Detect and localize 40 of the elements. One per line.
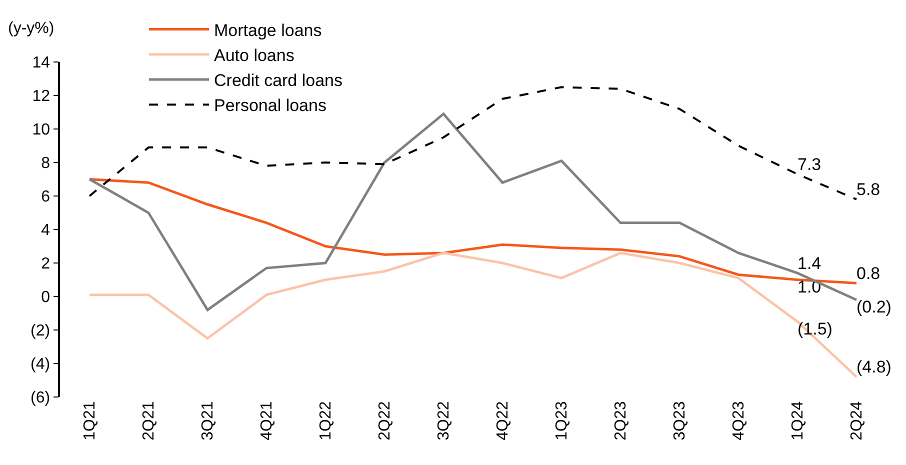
legend-label: Auto loans [214, 46, 294, 66]
data-label: 1.4 [798, 254, 822, 273]
x-tick-label: 2Q23 [612, 401, 630, 440]
line-series [88, 86, 858, 200]
x-tick-label: 3Q22 [436, 401, 453, 440]
data-label: (0.2) [856, 298, 892, 317]
data-label: 7.3 [798, 154, 822, 174]
x-tick-label: 4Q21 [258, 401, 276, 440]
x-tick-label: 4Q23 [730, 401, 748, 440]
x-tick-label: 3Q21 [200, 401, 217, 440]
data-label: 5.8 [856, 180, 880, 200]
y-tick-label: (2) [30, 322, 50, 340]
x-tick-label: 1Q24 [790, 401, 807, 440]
y-tick-label: (4) [30, 356, 50, 374]
y-tick-label: (6) [30, 390, 50, 407]
y-tick-label: 8 [41, 155, 50, 172]
y-tick-label: 10 [32, 122, 50, 139]
line-series [88, 112, 858, 312]
x-tick-label: 2Q21 [140, 401, 158, 440]
legend-label: Credit card loans [214, 71, 343, 90]
x-tick-label: 2Q24 [848, 401, 866, 440]
x-tick-label: 1Q23 [554, 401, 571, 440]
x-tick-label: 2Q22 [376, 401, 394, 440]
y-tick-label: 14 [32, 54, 50, 72]
x-tick-label: 4Q22 [494, 401, 512, 440]
legend-label: Mortage loans [214, 20, 322, 40]
data-label: (1.5) [798, 319, 832, 338]
y-tick-label: 12 [32, 88, 50, 106]
data-label: 0.8 [856, 264, 880, 283]
data-label: (4.8) [856, 358, 892, 377]
y-axis-title: (y-y%) [8, 20, 54, 37]
y-tick-label: 2 [41, 256, 50, 273]
line-series [88, 252, 858, 378]
x-tick-label: 3Q23 [672, 401, 689, 440]
y-tick-label: 4 [41, 222, 50, 240]
x-tick-label: 1Q21 [82, 401, 99, 440]
x-tick-label: 1Q22 [318, 401, 335, 440]
legend-label: Personal loans [214, 96, 326, 116]
y-tick-label: 6 [41, 188, 50, 206]
y-tick-label: 0 [41, 289, 50, 306]
